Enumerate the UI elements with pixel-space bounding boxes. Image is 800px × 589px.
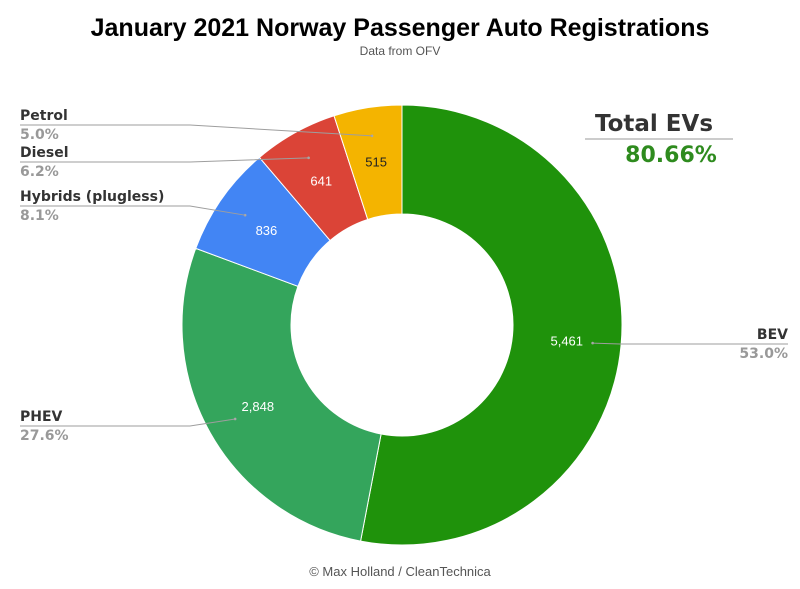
category-name-hybrids-plugless: Hybrids (plugless)	[20, 189, 164, 205]
slice-value-label-bev: 5,461	[550, 334, 583, 349]
leader-lines-group	[20, 124, 788, 427]
total-evs-label: Total EVs	[595, 111, 713, 137]
chart-title: January 2021 Norway Passenger Auto Regis…	[91, 14, 710, 42]
category-percent-hybrids-plugless: 8.1%	[20, 208, 59, 224]
total-evs-annotation: Total EVs 80.66%	[585, 111, 733, 168]
category-percent-petrol: 5.0%	[20, 127, 59, 143]
category-percent-phev: 27.6%	[20, 428, 69, 444]
category-labels-group: 5,461 BEV 53.0% 2,848 PHEV 27.6% 836 Hybrids (p…	[20, 108, 788, 444]
category-name-diesel: Diesel	[20, 145, 69, 161]
slice-value-label-phev: 2,848	[242, 399, 275, 414]
slice-phev	[181, 247, 382, 542]
leader-line-hybrids-plugless	[20, 205, 246, 216]
slices-group	[181, 104, 623, 546]
leader-line-diesel	[20, 157, 309, 163]
total-evs-value: 80.66%	[625, 143, 717, 168]
chart-subtitle: Data from OFV	[360, 44, 441, 58]
slice-bev	[359, 104, 623, 546]
slice-value-label-diesel: 641	[310, 174, 332, 189]
leader-dot-diesel	[307, 156, 310, 160]
slice-value-label-petrol: 515	[365, 155, 387, 170]
leader-line-phev	[20, 418, 236, 427]
category-name-petrol: Petrol	[20, 108, 68, 124]
category-name-bev: BEV	[757, 327, 788, 343]
leader-line-petrol	[20, 124, 373, 137]
category-name-phev: PHEV	[20, 409, 63, 425]
credit-text: © Max Holland / CleanTechnica	[309, 564, 491, 579]
category-percent-bev: 53.0%	[739, 346, 788, 362]
slice-value-label-hybrids-plugless: 836	[256, 223, 278, 238]
category-percent-diesel: 6.2%	[20, 164, 59, 180]
leader-line-bev	[592, 342, 788, 345]
leader-dot-petrol	[370, 134, 374, 138]
slice-petrol	[333, 104, 403, 221]
